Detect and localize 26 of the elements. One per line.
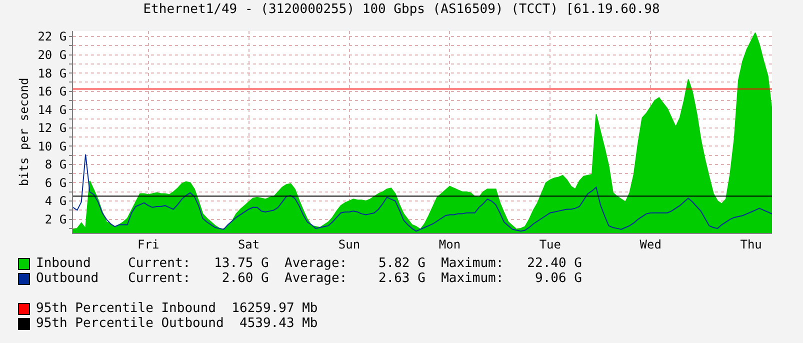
x-tick-label: Mon xyxy=(438,237,461,252)
y-tick-label: 12 G xyxy=(38,121,67,136)
chart-title: Ethernet1/49 - (3120000255) 100 Gbps (AS16509) (TCCT) [61.19.60.98 xyxy=(143,2,660,17)
legend-label: 95th Percentile Inbound 16259.97 Mb xyxy=(36,301,318,316)
legend-label: 95th Percentile Outbound 4539.43 Mb xyxy=(36,316,318,331)
x-tick-label: Thu xyxy=(740,237,762,252)
y-tick-label: 10 G xyxy=(38,139,67,154)
y-tick-label: 4 G xyxy=(44,194,67,208)
y-tick-label: 16 G xyxy=(38,84,67,99)
text: Current: 13.75 G Average: 5.82 G Maximum: 22.40 G xyxy=(128,256,582,271)
legend-label: Inbound xyxy=(36,256,92,271)
y-tick-label: 14 G xyxy=(38,102,67,117)
y-tick-label: 6 G xyxy=(44,176,67,190)
y-tick-label: 8 G xyxy=(44,158,67,172)
y-tick-label: 20 G xyxy=(38,48,67,62)
x-tick-label: Tue xyxy=(539,237,562,252)
y-axis-title: bits per second xyxy=(16,78,31,186)
y-tick-label: 2 G xyxy=(44,212,67,226)
x-tick-label: Sun xyxy=(338,237,360,252)
y-tick-label: 22 G xyxy=(38,30,67,44)
legend-label: Outbound xyxy=(36,271,100,286)
y-tick-label: 18 G xyxy=(38,66,67,80)
text: Current: 2.60 G Average: 2.63 G Maximum: 9.06 G xyxy=(128,271,582,286)
x-tick-label: Sat xyxy=(238,237,260,252)
x-tick-label: Fri xyxy=(137,237,160,252)
x-tick-label: Wed xyxy=(640,237,662,252)
